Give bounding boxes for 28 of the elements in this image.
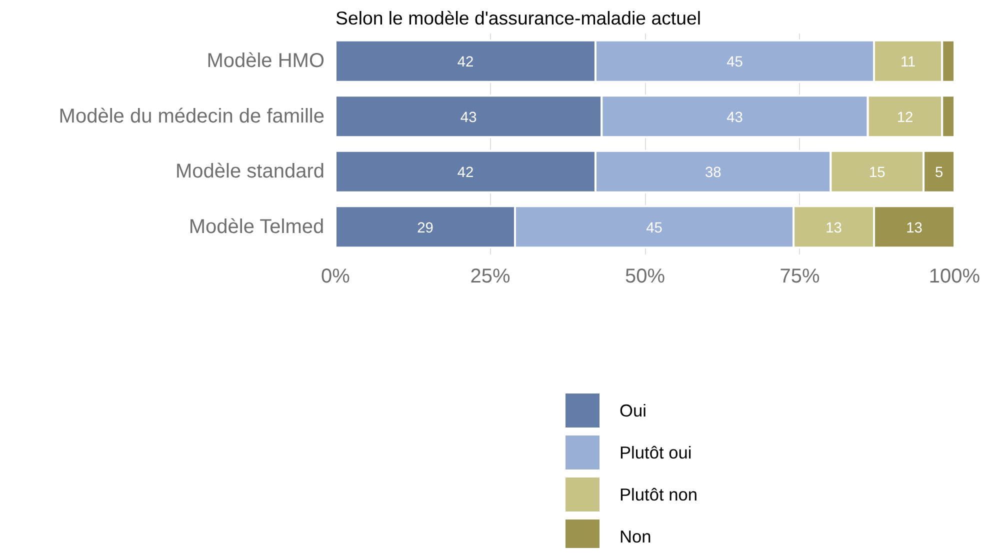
x-tick-label: 50%	[624, 266, 666, 288]
data-label: 45	[646, 220, 662, 236]
y-tick-label: Modèle du médecin de famille	[58, 105, 324, 128]
y-tick-label: Modèle HMO	[206, 50, 324, 72]
data-label: 13	[826, 220, 842, 236]
data-label: 15	[868, 165, 886, 182]
x-tick-label: 25%	[470, 266, 510, 288]
y-tick-label: Modèle standard	[176, 160, 324, 183]
x-tick-label: 75%	[780, 266, 820, 288]
chart-title: Selon le modèle d'assurance-maladie actuel	[336, 8, 702, 28]
x-tick-label: 0%	[321, 266, 350, 288]
data-label: 42	[457, 165, 474, 182]
y-tick-label: Modèle Telmed	[188, 216, 324, 238]
data-label: 42	[457, 54, 474, 71]
data-label: 43	[726, 110, 743, 126]
legend-label: Plutôt non	[620, 484, 698, 504]
data-label: 38	[704, 165, 722, 182]
legend-label: Oui	[620, 400, 646, 420]
data-label: 45	[726, 54, 743, 71]
x-tick-label: 100%	[928, 266, 980, 288]
data-label: 11	[900, 54, 916, 71]
data-label: 13	[906, 220, 922, 236]
data-label: 43	[460, 110, 477, 126]
legend-label: Non	[620, 526, 652, 546]
data-label: 12	[896, 110, 914, 126]
data-label: 29	[417, 220, 434, 236]
data-label: 5	[934, 165, 944, 182]
legend-label: Plutôt oui	[620, 442, 692, 462]
